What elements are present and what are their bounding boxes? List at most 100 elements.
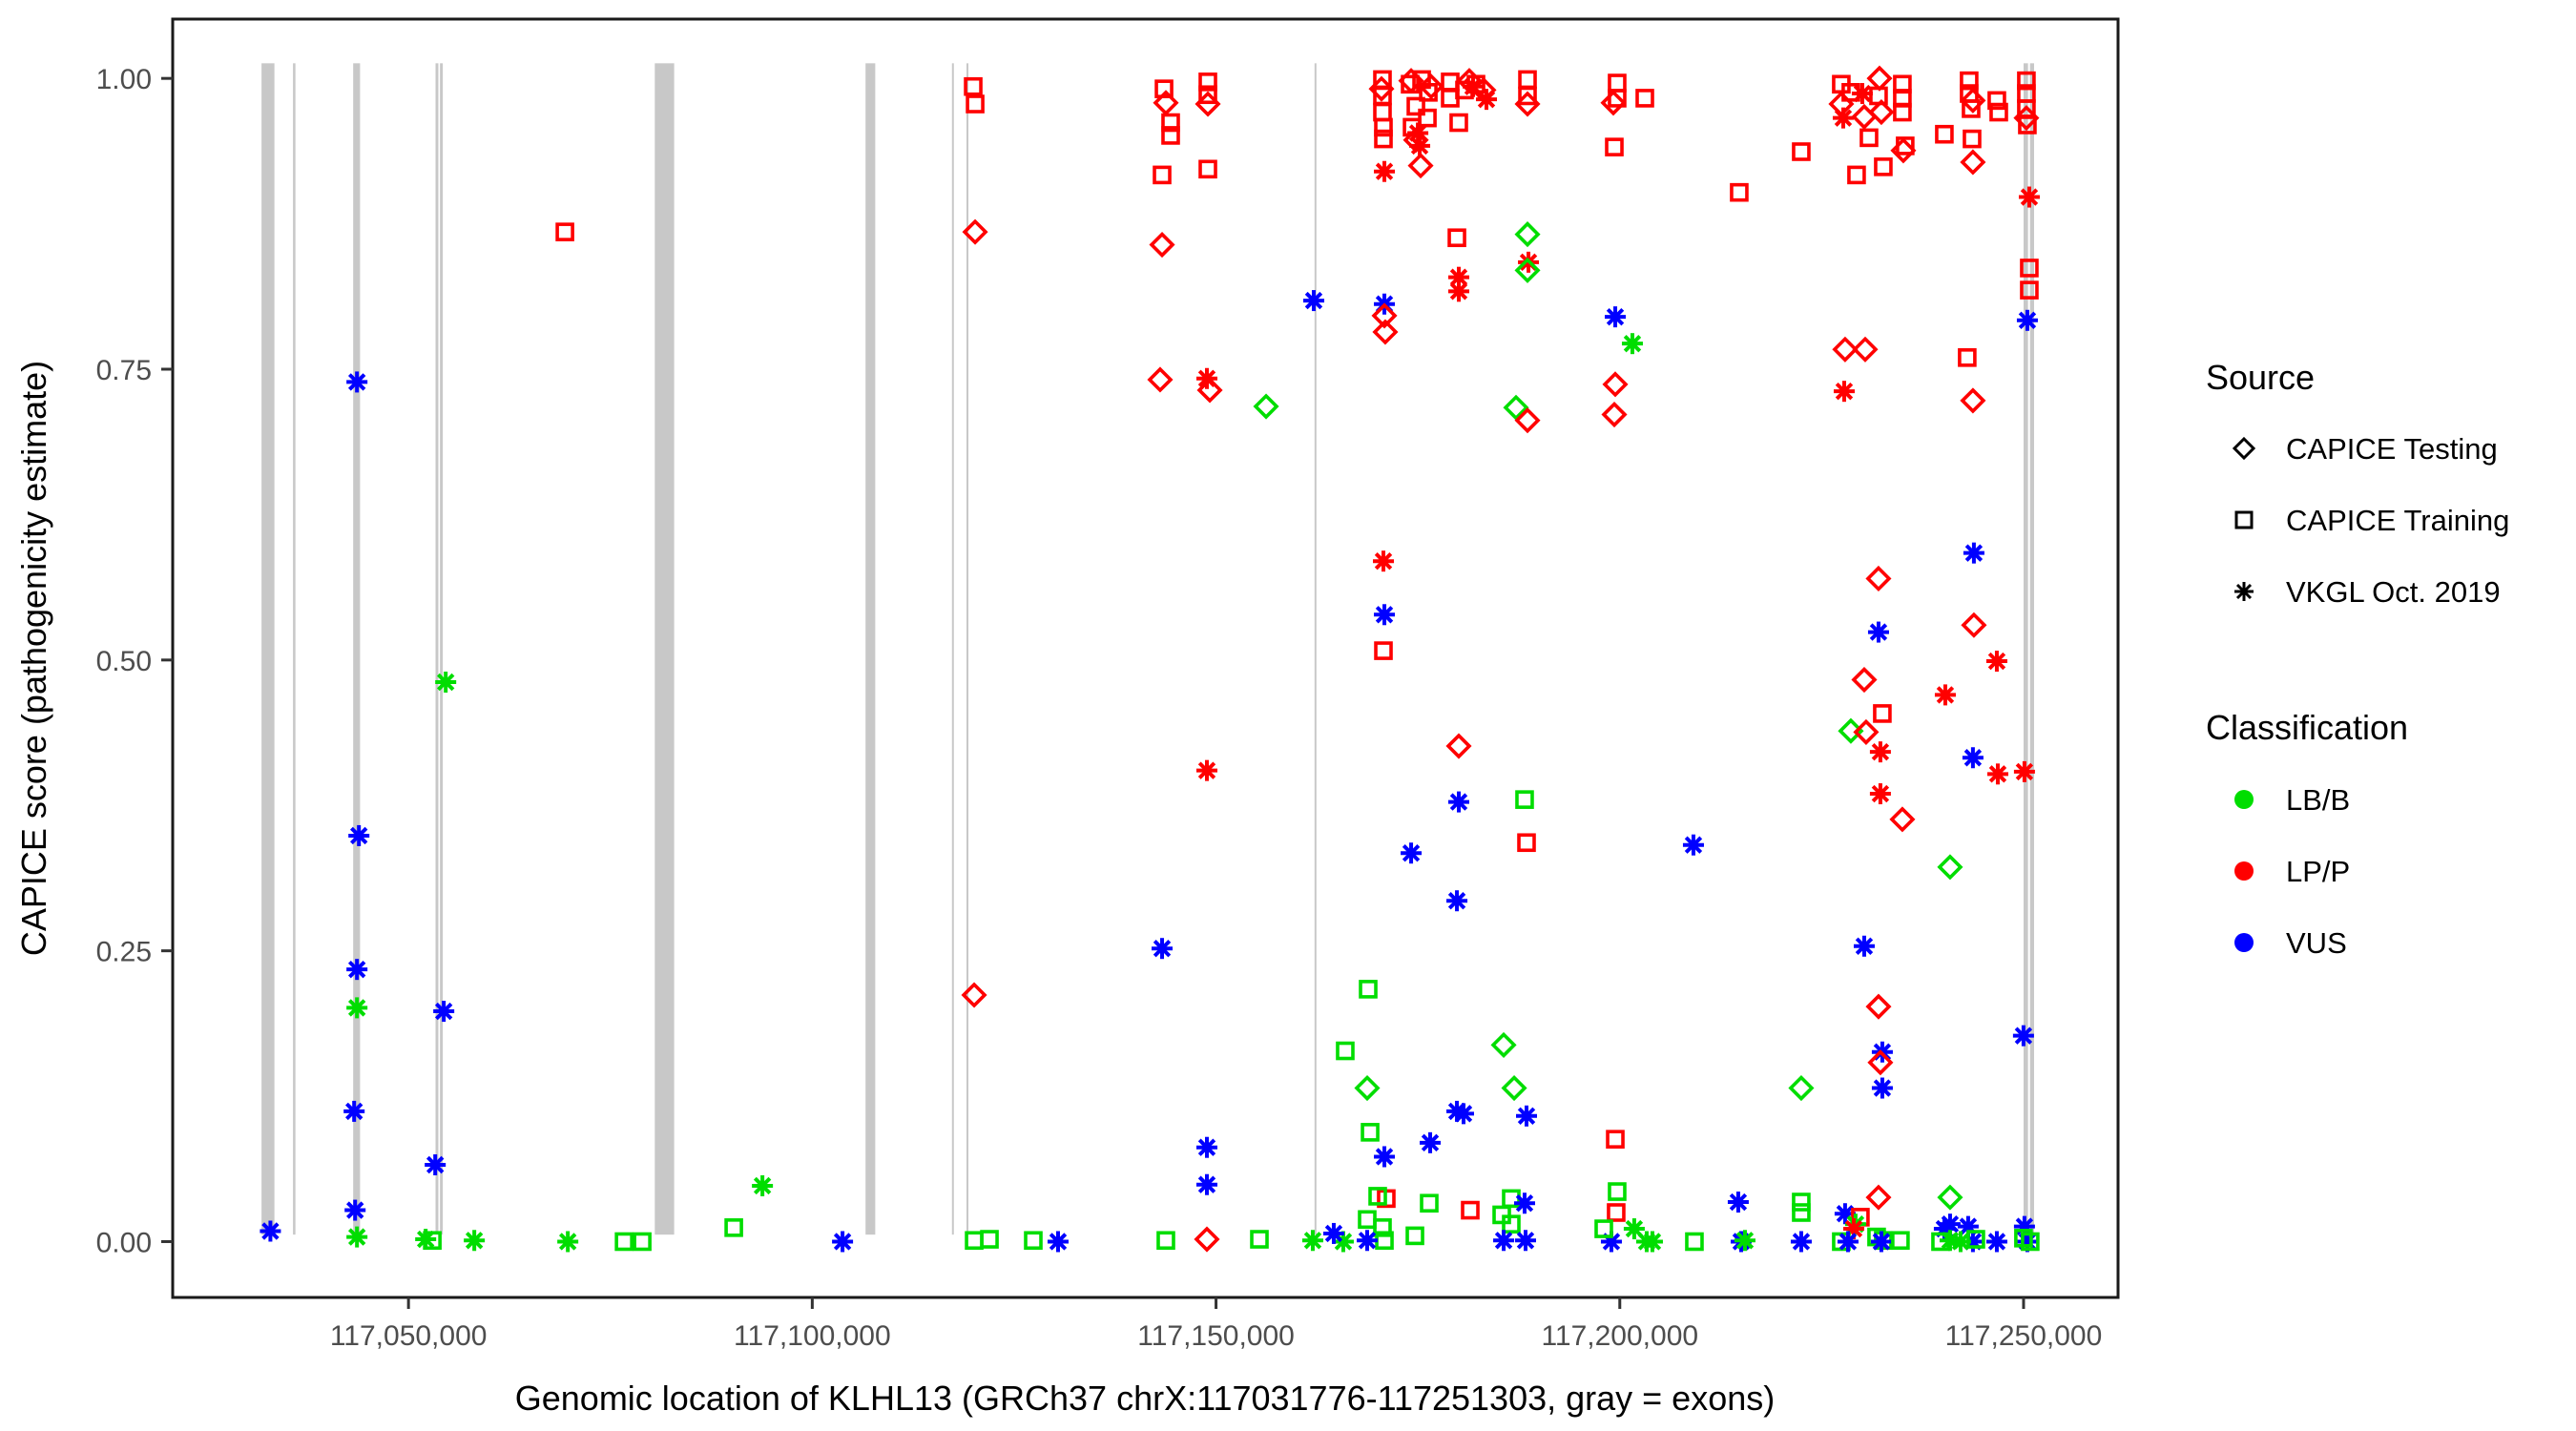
data-point bbox=[966, 94, 985, 114]
y-tick-label: 0.50 bbox=[96, 646, 152, 677]
data-point bbox=[1359, 980, 1378, 999]
data-point bbox=[433, 1001, 455, 1023]
data-point bbox=[1502, 1214, 1521, 1234]
data-point bbox=[1503, 394, 1529, 421]
data-point bbox=[1445, 733, 1472, 759]
data-point bbox=[1361, 1123, 1380, 1142]
data-point bbox=[1621, 333, 1643, 355]
data-point bbox=[1373, 550, 1395, 572]
data-point bbox=[2016, 309, 2038, 331]
data-point bbox=[832, 1231, 854, 1253]
data-point bbox=[1833, 381, 1855, 403]
data-point bbox=[1937, 1184, 1963, 1211]
legend-item-capice-testing: CAPICE Testing bbox=[2286, 432, 2498, 466]
data-point bbox=[1727, 1192, 1749, 1213]
exon-bars bbox=[261, 63, 2034, 1235]
data-point bbox=[1962, 99, 1981, 118]
data-point bbox=[346, 959, 368, 981]
data-point bbox=[1986, 763, 2008, 785]
data-point bbox=[1685, 1232, 1704, 1252]
data-point bbox=[1198, 159, 1217, 179]
square-legend-icon bbox=[2234, 510, 2254, 529]
data-point bbox=[1336, 1041, 1355, 1061]
data-point bbox=[1490, 1031, 1517, 1058]
exon-bar bbox=[261, 63, 275, 1235]
data-point bbox=[2013, 760, 2035, 782]
data-point bbox=[1788, 1074, 1815, 1102]
data-point bbox=[1518, 86, 1537, 106]
data-point bbox=[1374, 604, 1396, 626]
data-point bbox=[1517, 833, 1536, 853]
data-point bbox=[1961, 612, 1987, 638]
data-point bbox=[1600, 90, 1627, 116]
data-point bbox=[1873, 704, 1892, 723]
data-point bbox=[1847, 165, 1866, 185]
x-axis-title: Genomic location of KLHL13 (GRCh37 chrX:… bbox=[515, 1379, 1776, 1418]
data-point bbox=[1405, 1226, 1424, 1246]
data-point bbox=[346, 371, 368, 393]
data-point bbox=[1406, 96, 1425, 116]
data-point bbox=[752, 1174, 774, 1196]
plot-panel bbox=[173, 19, 2118, 1297]
data-point bbox=[1476, 89, 1498, 111]
data-point bbox=[1407, 153, 1434, 179]
data-point bbox=[1867, 1049, 1894, 1076]
x-tick-label: 117,150,000 bbox=[1137, 1320, 1295, 1352]
data-point bbox=[1195, 367, 1217, 389]
y-axis: 0.00 0.25 0.50 0.75 1.00 bbox=[96, 64, 173, 1258]
exon-bar bbox=[435, 63, 439, 1235]
legend-item-vus: VUS bbox=[2286, 926, 2347, 960]
data-point bbox=[1374, 1146, 1396, 1168]
data-point bbox=[1462, 75, 1484, 97]
data-point bbox=[1447, 280, 1469, 302]
data-point bbox=[1601, 402, 1628, 428]
diamond-legend-icon bbox=[2232, 436, 2256, 461]
data-point bbox=[1832, 336, 1859, 363]
data-point bbox=[1985, 1231, 2007, 1253]
data-point bbox=[1447, 228, 1466, 248]
data-point bbox=[1301, 1230, 1323, 1252]
data-point bbox=[1865, 1184, 1892, 1211]
data-point bbox=[557, 1231, 579, 1253]
data-point bbox=[2018, 115, 2037, 135]
data-point bbox=[1514, 257, 1541, 283]
data-point bbox=[1198, 73, 1217, 92]
data-point bbox=[1513, 1192, 1535, 1214]
data-point bbox=[1607, 1203, 1626, 1222]
data-point bbox=[348, 824, 370, 846]
data-point bbox=[1851, 667, 1878, 694]
lpp-color-dot bbox=[2234, 861, 2254, 881]
data-point bbox=[1832, 107, 1854, 129]
data-point bbox=[1449, 113, 1468, 133]
data-point bbox=[1409, 135, 1431, 156]
data-point bbox=[1989, 102, 2008, 122]
data-point bbox=[464, 1230, 486, 1252]
data-point bbox=[435, 671, 457, 693]
exon-bar bbox=[353, 63, 361, 1235]
data-point bbox=[1147, 366, 1174, 393]
data-point bbox=[1891, 1231, 1910, 1251]
data-point bbox=[1594, 1219, 1613, 1238]
y-tick-label: 0.75 bbox=[96, 355, 152, 386]
legend-source-title: Source bbox=[2206, 358, 2315, 397]
data-point bbox=[1368, 1187, 1387, 1206]
data-point bbox=[1493, 1230, 1515, 1252]
data-point bbox=[1446, 890, 1468, 912]
data-point bbox=[1734, 1230, 1755, 1252]
data-point bbox=[633, 1232, 652, 1252]
data-point bbox=[980, 1230, 999, 1249]
data-point bbox=[1374, 160, 1396, 182]
data-point bbox=[1156, 1231, 1175, 1251]
exon-bar bbox=[654, 63, 675, 1235]
data-point bbox=[1195, 91, 1221, 117]
data-point bbox=[1985, 651, 2007, 673]
legend-classification-title: Classification bbox=[2206, 708, 2408, 747]
data-point bbox=[1602, 371, 1629, 398]
data-point bbox=[1792, 142, 1811, 161]
data-point bbox=[1250, 1230, 1269, 1249]
x-tick-label: 117,050,000 bbox=[330, 1320, 488, 1352]
legend-item-lpp: LP/P bbox=[2286, 855, 2350, 888]
data-point bbox=[1931, 1232, 1950, 1252]
data-point bbox=[1874, 157, 1893, 176]
